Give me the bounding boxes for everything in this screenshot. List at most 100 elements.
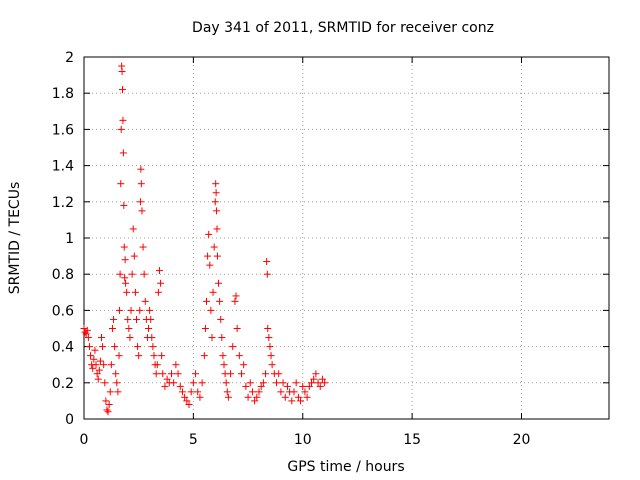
y-tick-label: 1.6 <box>52 122 74 138</box>
data-point <box>218 334 226 342</box>
data-point <box>92 361 100 369</box>
data-point <box>265 334 273 342</box>
data-point <box>139 243 147 251</box>
data-point <box>257 382 265 390</box>
y-axis-label: SRMTID / TECUs <box>7 182 23 295</box>
data-point <box>95 366 103 374</box>
data-point <box>219 352 227 360</box>
x-axis-label: GPS time / hours <box>287 459 404 475</box>
data-point <box>148 334 156 342</box>
data-point <box>87 352 95 360</box>
data-point <box>150 352 158 360</box>
data-point <box>122 279 130 287</box>
data-point <box>299 382 307 390</box>
data-point <box>248 388 256 396</box>
data-point <box>83 326 91 334</box>
data-point <box>251 397 259 405</box>
data-point <box>121 274 129 282</box>
data-point <box>131 288 139 296</box>
data-point <box>242 382 250 390</box>
data-point <box>90 355 98 363</box>
data-point <box>273 379 280 387</box>
data-point <box>105 401 113 409</box>
data-point <box>116 270 124 278</box>
data-point <box>266 343 274 351</box>
data-point <box>168 370 175 378</box>
y-tick-label: 0.4 <box>52 340 74 356</box>
data-point <box>159 370 167 378</box>
y-tick-label: 1.2 <box>52 195 74 211</box>
data-point <box>316 382 324 390</box>
y-tick-label: 2 <box>65 50 74 66</box>
data-point <box>194 388 202 396</box>
data-point <box>281 393 289 401</box>
data-point <box>275 370 283 378</box>
x-tick-label: 20 <box>513 432 531 448</box>
data-point <box>253 393 261 401</box>
data-point <box>114 388 122 396</box>
data-point <box>128 270 136 278</box>
data-point <box>146 306 154 314</box>
data-point <box>277 388 285 396</box>
data-point <box>268 361 276 369</box>
data-point <box>263 258 271 266</box>
data-point <box>152 370 160 378</box>
data-point <box>133 315 140 323</box>
data-point <box>136 198 144 206</box>
data-point <box>107 361 115 369</box>
data-point <box>157 279 165 287</box>
x-tick-label: 10 <box>294 432 312 448</box>
grid <box>84 57 609 419</box>
data-point <box>255 388 263 396</box>
data-point <box>80 325 88 332</box>
data-point <box>174 370 182 378</box>
data-point <box>119 149 127 157</box>
y-tick-label: 0.2 <box>52 376 74 392</box>
data-point <box>115 352 123 360</box>
data-point <box>140 270 148 278</box>
data-point <box>235 352 243 360</box>
data-point <box>111 343 119 351</box>
data-point <box>103 406 111 414</box>
data-point <box>113 379 121 387</box>
data-point <box>93 370 101 378</box>
data-point <box>119 116 127 124</box>
data-point <box>158 352 166 360</box>
data-point <box>246 379 254 387</box>
data-series <box>80 62 329 416</box>
data-point <box>85 343 93 351</box>
data-point <box>137 180 145 188</box>
data-point <box>120 201 128 209</box>
data-point <box>288 397 296 405</box>
data-point <box>204 252 212 260</box>
data-point <box>101 379 109 387</box>
data-point <box>192 370 200 378</box>
data-point <box>217 315 225 323</box>
data-point <box>120 243 128 251</box>
data-point <box>224 393 232 401</box>
data-point <box>216 297 224 305</box>
data-point <box>205 230 213 238</box>
data-point <box>196 393 204 401</box>
data-point <box>138 207 146 215</box>
data-point <box>125 325 133 332</box>
data-point <box>117 180 125 188</box>
data-point <box>318 375 326 383</box>
data-point <box>262 370 270 378</box>
data-point <box>91 346 99 354</box>
data-point <box>227 370 235 378</box>
data-point <box>294 393 302 401</box>
data-point <box>308 379 315 387</box>
data-point <box>301 388 309 396</box>
data-point <box>155 267 163 275</box>
data-point <box>147 315 155 323</box>
data-point <box>263 270 271 278</box>
data-point <box>297 397 305 405</box>
chart-title: Day 341 of 2011, SRMTID for receiver con… <box>192 20 494 36</box>
data-point <box>181 393 189 401</box>
y-tick-label: 1 <box>65 231 74 247</box>
data-point <box>201 325 209 332</box>
y-tick-label: 0.6 <box>52 303 74 319</box>
data-point <box>233 325 241 332</box>
y-tick-label: 1.4 <box>52 159 74 175</box>
